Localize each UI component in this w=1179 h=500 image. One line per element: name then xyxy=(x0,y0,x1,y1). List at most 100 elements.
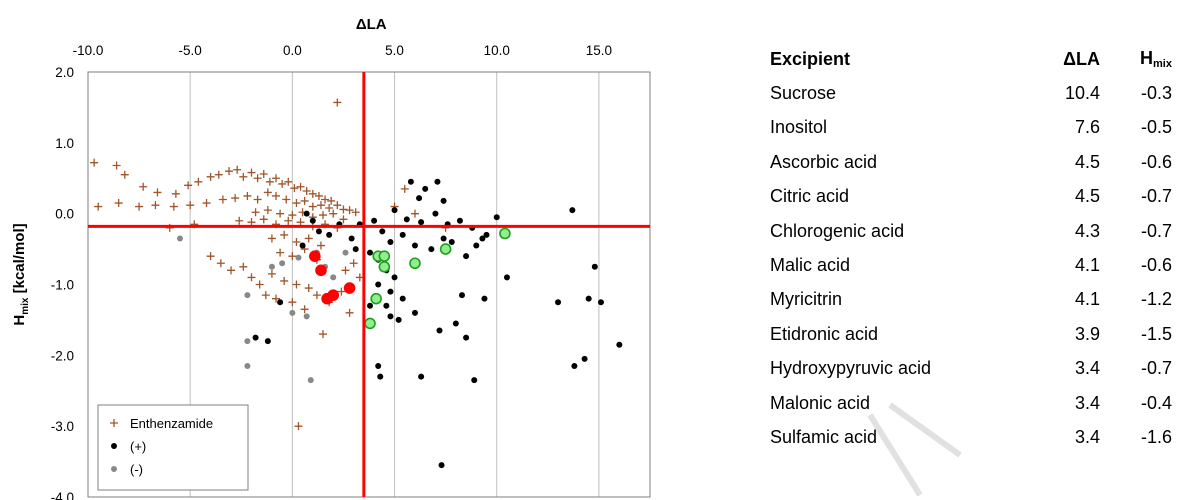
data-point xyxy=(284,177,293,186)
header-dla: ΔLA xyxy=(1063,48,1100,69)
y-tick-label: 2.0 xyxy=(55,65,74,80)
data-point xyxy=(206,172,215,181)
data-point xyxy=(111,466,117,472)
data-point xyxy=(176,235,183,242)
data-point xyxy=(370,292,382,305)
y-tick-label: -2.0 xyxy=(51,348,74,363)
data-point xyxy=(280,230,289,239)
data-point xyxy=(278,179,287,188)
data-point xyxy=(371,217,378,224)
table-body: Sucrose 10.4 -0.3 Inositol 7.6 -0.5 Ascorbic a… xyxy=(770,76,1179,454)
data-point xyxy=(252,334,259,341)
data-point xyxy=(327,289,340,301)
data-point xyxy=(571,362,578,369)
dla-value: 4.5 xyxy=(1074,186,1100,207)
table-row: Hydroxypyruvic acid 3.4 -0.7 xyxy=(770,352,1179,386)
data-point xyxy=(292,238,301,246)
series- xyxy=(176,235,349,384)
data-point xyxy=(616,341,623,348)
data-point xyxy=(259,170,268,178)
dla-value: 7.6 xyxy=(1074,117,1100,138)
data-point xyxy=(597,299,604,306)
data-point xyxy=(263,206,272,215)
data-point xyxy=(251,208,260,217)
data-point xyxy=(280,276,289,285)
dla-value: 3.4 xyxy=(1074,358,1100,379)
excipient-name: Malic acid xyxy=(770,255,851,276)
data-point xyxy=(308,189,317,198)
data-point xyxy=(319,330,328,339)
table-row: Ascorbic acid 4.5 -0.6 xyxy=(770,145,1179,179)
data-point xyxy=(239,172,248,181)
series-excipients-green xyxy=(364,227,511,330)
data-point xyxy=(300,196,309,205)
data-point xyxy=(304,234,313,243)
x-tick-label: -10.0 xyxy=(73,43,104,58)
data-point xyxy=(294,422,303,431)
table-row: Malonic acid 3.4 -0.4 xyxy=(770,386,1179,420)
data-point xyxy=(342,249,349,256)
plot-area xyxy=(87,71,651,498)
dla-value: 3.4 xyxy=(1074,392,1100,413)
data-point xyxy=(452,320,459,327)
data-point xyxy=(483,231,490,238)
series- xyxy=(252,178,623,469)
data-point xyxy=(233,165,242,174)
data-point xyxy=(302,187,311,195)
dla-value: 4.3 xyxy=(1074,220,1100,241)
table-row: Myricitrin 4.1 -1.2 xyxy=(770,283,1179,317)
hmix-value: -0.7 xyxy=(1140,358,1172,379)
data-point xyxy=(235,216,244,225)
data-point xyxy=(265,177,274,186)
dla-value: 4.5 xyxy=(1074,151,1100,172)
data-point xyxy=(110,419,118,427)
table-header-row: Excipient ΔLA Hmix xyxy=(770,42,1179,76)
data-point xyxy=(375,281,382,288)
data-point xyxy=(379,228,386,235)
data-point xyxy=(333,98,342,107)
data-point xyxy=(418,373,425,380)
scatter-chart: ΔLA -10.0 -5.0 0.0 5.0 10.0 15.0 2.0 1.0 0.0 -1.… xyxy=(11,16,651,500)
data-point xyxy=(458,292,465,299)
data-point xyxy=(112,161,121,170)
data-point xyxy=(139,182,148,191)
data-point xyxy=(300,305,309,314)
data-point xyxy=(218,195,227,204)
data-point xyxy=(375,362,382,369)
data-point xyxy=(440,197,447,204)
data-point xyxy=(296,218,305,227)
data-point xyxy=(387,239,394,245)
data-point xyxy=(308,202,317,211)
data-point xyxy=(367,249,374,256)
data-point xyxy=(244,292,251,299)
data-point xyxy=(418,219,425,226)
data-point xyxy=(325,204,334,212)
data-point xyxy=(409,257,421,270)
data-point xyxy=(321,195,330,204)
data-point xyxy=(169,202,178,211)
legend-label: (-) xyxy=(130,462,143,477)
data-point xyxy=(326,231,333,238)
data-point xyxy=(272,174,281,183)
y-tick-label: -1.0 xyxy=(51,278,74,293)
data-point xyxy=(436,327,443,334)
data-point xyxy=(400,184,409,193)
data-point xyxy=(303,210,310,217)
y-tick-label: -3.0 xyxy=(51,419,74,434)
data-point xyxy=(383,302,390,309)
dla-value: 3.9 xyxy=(1074,323,1100,344)
data-point xyxy=(403,216,410,223)
table-row: Inositol 7.6 -0.5 xyxy=(770,111,1179,145)
x-tick-label: 0.0 xyxy=(283,43,302,58)
data-point xyxy=(314,191,323,200)
data-point xyxy=(337,287,346,296)
hmix-value: -1.6 xyxy=(1140,426,1172,447)
data-point xyxy=(456,217,463,224)
dla-value: 4.1 xyxy=(1074,255,1100,276)
data-point xyxy=(214,170,223,179)
data-point xyxy=(309,217,316,224)
data-point xyxy=(292,199,301,208)
excipient-name: Malonic acid xyxy=(770,392,871,413)
table-row: Chlorogenic acid 4.3 -0.7 xyxy=(770,214,1179,248)
legend-label: Enthenzamide xyxy=(130,416,213,431)
